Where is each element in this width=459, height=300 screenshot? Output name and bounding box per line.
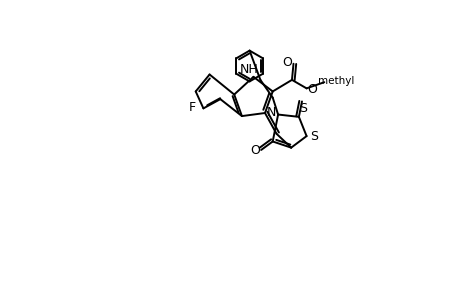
Text: N: N [266,106,275,119]
Text: S: S [299,102,307,115]
Text: F: F [188,101,195,114]
Text: NH: NH [240,63,258,76]
Text: O: O [250,144,259,157]
Text: O: O [282,56,291,69]
Text: S: S [310,130,318,143]
Text: O: O [306,83,316,96]
Text: methyl: methyl [317,76,353,86]
